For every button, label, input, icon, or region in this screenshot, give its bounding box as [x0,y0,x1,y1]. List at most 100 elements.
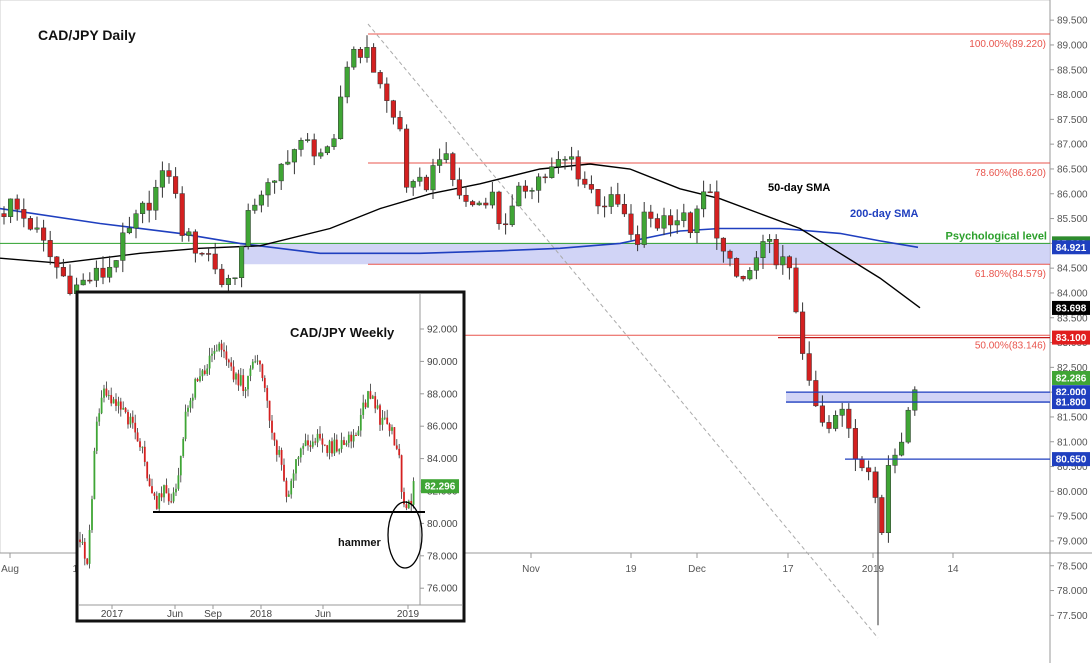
inset-candle-down [225,351,228,360]
inset-candle-up [367,391,369,408]
candle-down [377,72,383,85]
candle-up [661,215,667,229]
sma-200-label: 200-day SMA [850,208,919,220]
inset-y-label: 90.000 [427,357,458,368]
inset-candle-down [136,432,139,442]
sma-50-line [0,163,921,309]
candle-up [258,194,264,206]
inset-candle-down [364,402,367,408]
candle-down [483,202,489,206]
inset-candle-up [362,402,365,415]
inset-candle-down [146,461,149,479]
inset-candle-up [189,400,192,408]
inset-candle-up [357,430,360,436]
candle-up [443,153,449,160]
candle-up [885,465,891,534]
candle-up [674,220,680,226]
candle-down [800,311,806,354]
inset-candle-up [81,541,84,543]
candle-up [318,152,324,157]
candle-up [126,227,132,234]
candle-down [423,176,429,191]
inset-candle-up [213,350,216,354]
candle-down [450,153,456,180]
inset-candle-down [160,493,163,498]
inset-candle-up [93,450,96,500]
inset-candle-up [91,499,93,531]
candle-up [133,213,139,229]
candle-down [47,240,53,258]
candle-down [846,408,852,429]
candle-up [476,202,482,206]
candle-down [635,234,641,245]
inset-candle-up [347,434,350,443]
inset-candle-up [381,417,384,425]
candle-up [107,266,113,278]
y-tick-label: 82.500 [1057,363,1088,374]
y-tick-label: 89.500 [1057,16,1088,27]
candle-down [872,471,878,498]
inset-candle-up [175,488,177,493]
candle-down [100,267,106,278]
candle-up [245,210,251,247]
candle-down [41,227,47,241]
candle-up [265,182,271,196]
inset-candle-down [115,399,117,406]
price-badge-label: 84.921 [1056,243,1087,254]
price-badge-label: 83.698 [1056,303,1087,314]
candle-up [701,191,707,210]
candle-down [582,178,588,185]
trend-dashed-line [367,23,879,639]
candle-up [344,66,350,98]
candle-down [206,253,212,255]
inset-candle-down [83,541,86,559]
inset-candle-up [163,485,165,498]
inset-candle-up [295,459,297,474]
inset-candle-up [215,350,218,352]
inset-candle-up [359,414,362,431]
candle-up [153,186,159,211]
inset-candle-down [131,416,134,423]
candle-down [819,405,825,423]
candle-down [852,428,858,460]
inset-candle-up [345,442,348,445]
candle-up [331,138,337,147]
inset-candle-down [285,480,288,497]
candle-down [588,184,594,190]
inset-candle-down [227,359,230,363]
inset-candle-down [395,445,398,449]
candle-up [239,246,245,278]
candle-up [767,239,773,242]
inset-candle-up [100,397,103,414]
candle-down [503,223,509,226]
candle-up [364,47,370,58]
inset-candle-down [151,486,153,494]
candle-up [120,232,126,261]
inset-candle-down [155,495,158,509]
candle-up [562,158,568,161]
candle-down [727,250,733,259]
candle-down [542,176,548,179]
inset-candle-down [321,438,324,445]
inset-candle-up [316,433,319,443]
candle-down [668,215,674,226]
inset-candle-up [247,375,249,390]
candle-down [628,213,634,235]
inset-candle-down [280,449,283,465]
inset-candle-down [350,434,353,442]
inset-y-label: 84.000 [427,454,458,465]
candle-down [595,189,601,207]
inset-candle-down [275,440,278,455]
inset-candle-up [391,427,393,431]
inset-candle-down [223,349,225,352]
candle-down [146,202,152,211]
candle-up [8,198,14,217]
inset-price-badge [421,479,459,494]
candle-up [694,208,700,234]
inset-candle-down [237,373,240,386]
inset-candle-up [256,360,259,362]
candle-down [456,179,462,196]
inset-candle-up [352,435,355,442]
candle-down [166,170,172,177]
inset-candle-down [232,366,235,380]
